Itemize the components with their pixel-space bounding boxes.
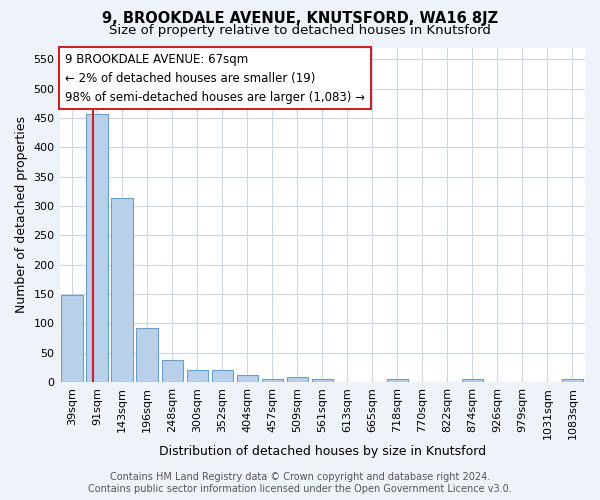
Bar: [86, 114, 108, 382]
Bar: [262, 380, 283, 382]
Text: 9, BROOKDALE AVENUE, KNUTSFORD, WA16 8JZ: 9, BROOKDALE AVENUE, KNUTSFORD, WA16 8JZ: [102, 11, 498, 26]
Bar: [287, 377, 308, 382]
Text: 9 BROOKDALE AVENUE: 67sqm
← 2% of detached houses are smaller (19)
98% of semi-d: 9 BROOKDALE AVENUE: 67sqm ← 2% of detach…: [65, 52, 365, 104]
Bar: [61, 296, 83, 382]
Bar: [112, 198, 133, 382]
Bar: [462, 380, 483, 382]
X-axis label: Distribution of detached houses by size in Knutsford: Distribution of detached houses by size …: [159, 444, 486, 458]
Y-axis label: Number of detached properties: Number of detached properties: [15, 116, 28, 314]
Bar: [212, 370, 233, 382]
Text: Size of property relative to detached houses in Knutsford: Size of property relative to detached ho…: [109, 24, 491, 37]
Bar: [562, 380, 583, 382]
Bar: [311, 378, 333, 382]
Bar: [187, 370, 208, 382]
Bar: [387, 380, 408, 382]
Bar: [161, 360, 183, 382]
Text: Contains HM Land Registry data © Crown copyright and database right 2024.
Contai: Contains HM Land Registry data © Crown c…: [88, 472, 512, 494]
Bar: [236, 374, 258, 382]
Bar: [136, 328, 158, 382]
